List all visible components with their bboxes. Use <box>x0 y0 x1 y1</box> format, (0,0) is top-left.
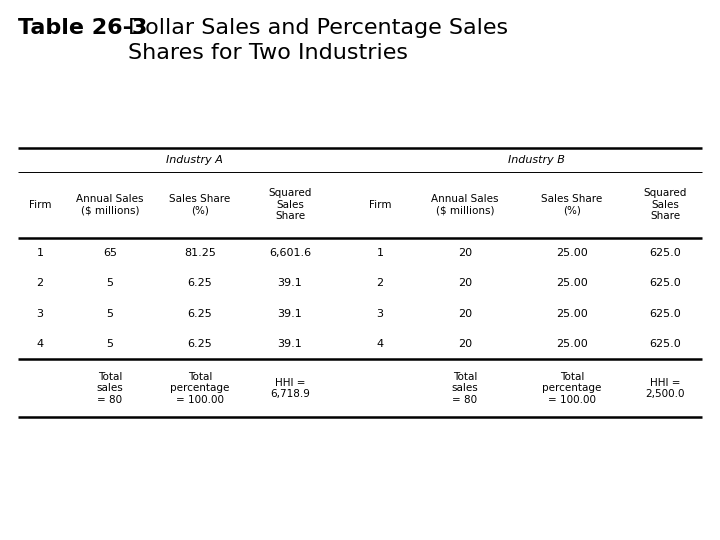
Text: Sales Share
(%): Sales Share (%) <box>169 194 230 215</box>
Text: 39.1: 39.1 <box>278 339 302 349</box>
Text: 20: 20 <box>458 248 472 258</box>
Text: 20: 20 <box>458 309 472 319</box>
Text: Squared
Sales
Share: Squared Sales Share <box>643 188 687 221</box>
Text: 25.00: 25.00 <box>556 248 588 258</box>
Text: 2: 2 <box>37 278 44 288</box>
Text: Annual Sales
($ millions): Annual Sales ($ millions) <box>431 194 499 215</box>
Text: 5: 5 <box>107 309 114 319</box>
Text: 625.0: 625.0 <box>649 339 681 349</box>
Text: Sales Share
(%): Sales Share (%) <box>541 194 603 215</box>
Text: 6,601.6: 6,601.6 <box>269 248 311 258</box>
Text: Industry A: Industry A <box>166 155 222 165</box>
Text: 625.0: 625.0 <box>649 248 681 258</box>
Text: 5: 5 <box>107 339 114 349</box>
Text: 625.0: 625.0 <box>649 278 681 288</box>
Text: 1: 1 <box>377 248 384 258</box>
Text: 20: 20 <box>458 278 472 288</box>
Text: Firm: Firm <box>369 200 391 210</box>
Text: 25.00: 25.00 <box>556 339 588 349</box>
Text: Industry B: Industry B <box>508 155 564 165</box>
Text: Total
percentage
= 100.00: Total percentage = 100.00 <box>171 372 230 405</box>
Text: 2: 2 <box>377 278 384 288</box>
Text: 1: 1 <box>37 248 43 258</box>
Text: 6.25: 6.25 <box>188 339 212 349</box>
Text: 25.00: 25.00 <box>556 309 588 319</box>
Text: 625.0: 625.0 <box>649 309 681 319</box>
Text: Annual Sales
($ millions): Annual Sales ($ millions) <box>76 194 144 215</box>
Text: HHI =
2,500.0: HHI = 2,500.0 <box>645 377 685 399</box>
Text: Copyright ©2014 Pearson Education, Inc. All rights reserved.: Copyright ©2014 Pearson Education, Inc. … <box>11 516 287 525</box>
Text: 6.25: 6.25 <box>188 278 212 288</box>
Text: 4: 4 <box>37 339 44 349</box>
Text: Total
sales
= 80: Total sales = 80 <box>96 372 123 405</box>
Text: Firm: Firm <box>29 200 51 210</box>
Text: 6.25: 6.25 <box>188 309 212 319</box>
Text: 4: 4 <box>377 339 384 349</box>
Text: 26-18: 26-18 <box>683 516 709 525</box>
Text: Table 26-3: Table 26-3 <box>18 18 148 38</box>
Text: 25.00: 25.00 <box>556 278 588 288</box>
Text: 81.25: 81.25 <box>184 248 216 258</box>
Text: 3: 3 <box>37 309 43 319</box>
Text: 20: 20 <box>458 339 472 349</box>
Text: Squared
Sales
Share: Squared Sales Share <box>269 188 312 221</box>
Text: 65: 65 <box>103 248 117 258</box>
Text: 39.1: 39.1 <box>278 309 302 319</box>
Text: 3: 3 <box>377 309 384 319</box>
Text: Total
sales
= 80: Total sales = 80 <box>451 372 478 405</box>
Text: Dollar Sales and Percentage Sales
Shares for Two Industries: Dollar Sales and Percentage Sales Shares… <box>128 18 508 63</box>
Text: HHI =
6,718.9: HHI = 6,718.9 <box>270 377 310 399</box>
Text: 39.1: 39.1 <box>278 278 302 288</box>
Text: 5: 5 <box>107 278 114 288</box>
Text: Total
percentage
= 100.00: Total percentage = 100.00 <box>542 372 602 405</box>
